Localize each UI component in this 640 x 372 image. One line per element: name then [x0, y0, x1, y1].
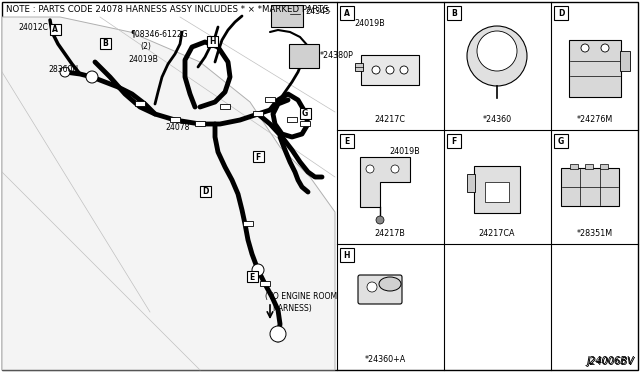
Text: B: B: [102, 39, 108, 48]
Bar: [447, 6, 461, 20]
Circle shape: [601, 44, 609, 52]
Bar: [620, 51, 630, 71]
Text: 24019B: 24019B: [128, 55, 158, 64]
Bar: [100, 38, 111, 49]
Bar: [195, 121, 205, 126]
Circle shape: [86, 71, 98, 83]
Text: B: B: [451, 9, 457, 17]
Bar: [247, 271, 258, 282]
Bar: [260, 281, 270, 286]
Text: D: D: [202, 187, 208, 196]
Text: F: F: [451, 137, 456, 145]
FancyBboxPatch shape: [361, 55, 419, 85]
Text: HARNESS): HARNESS): [272, 305, 312, 314]
Text: *24360: *24360: [483, 115, 511, 125]
Text: *28351M: *28351M: [577, 230, 613, 238]
Bar: [287, 117, 297, 122]
Circle shape: [372, 66, 380, 74]
Text: 24019B: 24019B: [355, 19, 385, 29]
Bar: [600, 164, 608, 169]
Bar: [554, 6, 568, 20]
Text: E: E: [250, 273, 255, 282]
Bar: [50, 24, 61, 35]
Text: *24276M: *24276M: [577, 115, 613, 125]
Bar: [485, 182, 509, 202]
Text: 24217CA: 24217CA: [479, 230, 515, 238]
Text: NOTE : PARTS CODE 24078 HARNESS ASSY INCLUDES * × *MARKED PARTS.: NOTE : PARTS CODE 24078 HARNESS ASSY INC…: [6, 5, 331, 14]
Bar: [265, 97, 275, 102]
Bar: [220, 104, 230, 109]
Text: J24006BV: J24006BV: [586, 356, 634, 366]
Bar: [170, 117, 180, 122]
Text: A: A: [52, 26, 58, 35]
Circle shape: [376, 216, 384, 224]
Text: 24012C: 24012C: [18, 22, 48, 32]
Bar: [340, 134, 354, 148]
Bar: [243, 221, 253, 226]
FancyBboxPatch shape: [289, 44, 319, 68]
FancyBboxPatch shape: [569, 40, 621, 97]
Text: (TO ENGINE ROOM: (TO ENGINE ROOM: [265, 292, 337, 301]
Text: F: F: [255, 153, 260, 161]
Bar: [135, 101, 145, 106]
Text: H: H: [344, 250, 350, 260]
Text: (2): (2): [140, 42, 151, 51]
Text: G: G: [302, 109, 308, 119]
Text: 24217C: 24217C: [374, 115, 406, 125]
Text: J24006BV: J24006BV: [588, 357, 635, 367]
Circle shape: [386, 66, 394, 74]
Bar: [200, 186, 211, 197]
Text: D: D: [558, 9, 564, 17]
Polygon shape: [2, 17, 335, 370]
Ellipse shape: [379, 277, 401, 291]
Text: E: E: [344, 137, 349, 145]
Text: 24078: 24078: [165, 122, 189, 131]
Polygon shape: [360, 157, 410, 207]
Bar: [253, 111, 263, 116]
Circle shape: [252, 264, 264, 276]
FancyBboxPatch shape: [561, 168, 619, 206]
Bar: [340, 248, 354, 262]
Text: ¶08346-6122G: ¶08346-6122G: [130, 29, 188, 38]
Bar: [340, 6, 354, 20]
Bar: [253, 151, 264, 162]
Circle shape: [477, 31, 517, 71]
Bar: [585, 164, 593, 169]
Text: 28360U: 28360U: [48, 65, 78, 74]
Text: 24019B: 24019B: [390, 148, 420, 157]
Circle shape: [270, 326, 286, 342]
Bar: [300, 121, 310, 126]
Bar: [300, 108, 311, 119]
Text: A: A: [344, 9, 350, 17]
Circle shape: [366, 165, 374, 173]
Bar: [554, 134, 568, 148]
Text: *24380P: *24380P: [320, 51, 354, 61]
Bar: [467, 174, 475, 192]
Circle shape: [367, 282, 377, 292]
Text: 24217B: 24217B: [374, 230, 405, 238]
FancyBboxPatch shape: [358, 275, 402, 304]
Bar: [570, 164, 578, 169]
Circle shape: [60, 67, 70, 77]
Bar: [355, 63, 363, 71]
Text: 24345: 24345: [305, 7, 330, 16]
Circle shape: [467, 26, 527, 86]
Text: H: H: [209, 38, 215, 46]
FancyBboxPatch shape: [474, 166, 520, 213]
FancyBboxPatch shape: [271, 5, 303, 27]
Bar: [447, 134, 461, 148]
Text: *24360+A: *24360+A: [364, 356, 406, 365]
Circle shape: [391, 165, 399, 173]
Bar: [207, 36, 218, 47]
Text: G: G: [558, 137, 564, 145]
Circle shape: [581, 44, 589, 52]
Circle shape: [400, 66, 408, 74]
